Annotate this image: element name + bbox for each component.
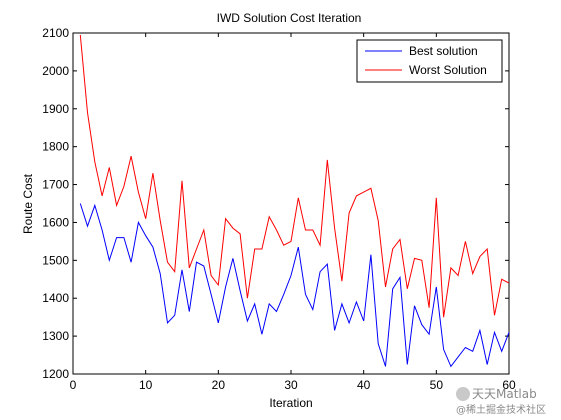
legend: Best solution Worst Solution — [356, 39, 503, 83]
series-line-best-solution — [79, 203, 510, 368]
x-tick-label: 60 — [502, 378, 516, 392]
legend-label-worst-solution: Worst Solution — [409, 63, 487, 77]
x-tick-label: 30 — [284, 378, 298, 392]
series-layer — [79, 34, 510, 368]
y-tick-label: 1600 — [42, 215, 69, 229]
watermark-logo-icon — [456, 387, 470, 401]
watermark-title: 天天Matlab — [472, 387, 537, 401]
watermark: 天天Matlab @稀土掘金技术社区 — [456, 387, 546, 416]
y-tick-label: 1200 — [42, 367, 69, 381]
watermark-subtitle: @稀土掘金技术社区 — [456, 403, 546, 416]
x-tick-label: 50 — [430, 378, 444, 392]
x-axis-title: Iteration — [269, 396, 312, 410]
x-tick-label: 20 — [212, 378, 226, 392]
y-tick-label: 1800 — [42, 140, 69, 154]
legend-box — [356, 39, 503, 83]
legend-label-best-solution: Best solution — [409, 44, 478, 58]
x-tick-label: 0 — [70, 378, 77, 392]
axis-ticks: 0 10 20 30 40 50 60 1200 1300 1400 1500 1600 1700 180… — [42, 26, 516, 392]
y-axis-title: Route Cost — [21, 173, 35, 234]
plot-area — [72, 32, 510, 375]
chart-title: IWD Solution Cost Iteration — [217, 11, 362, 25]
y-tick-label: 1300 — [42, 329, 69, 343]
x-tick-label: 10 — [139, 378, 153, 392]
series-line-worst-solution — [79, 34, 510, 318]
y-tick-label: 1900 — [42, 102, 69, 116]
y-tick-label: 1700 — [42, 178, 69, 192]
y-tick-label: 2000 — [42, 64, 69, 78]
y-tick-label: 1400 — [42, 291, 69, 305]
x-tick-label: 40 — [357, 378, 371, 392]
y-tick-label: 1500 — [42, 253, 69, 267]
y-tick-label: 2100 — [42, 26, 69, 40]
